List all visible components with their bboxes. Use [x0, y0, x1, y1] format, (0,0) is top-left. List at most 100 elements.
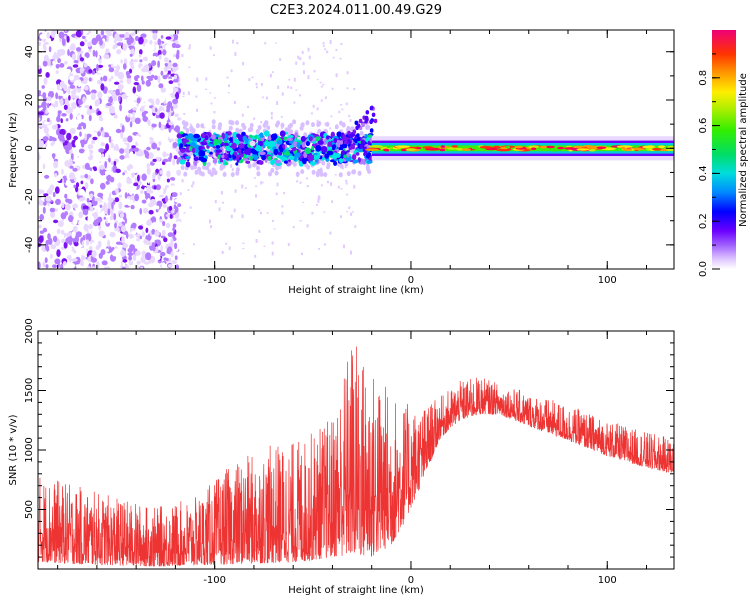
- spectrogram-cell: [139, 190, 144, 194]
- spectrogram-cell: [299, 57, 302, 61]
- y-tick-label: 0: [24, 145, 35, 151]
- spectrogram-cell: [103, 216, 107, 220]
- spectrogram-cell: [260, 83, 263, 86]
- spectrogram-cell: [103, 266, 111, 269]
- spectrogram-cell: [333, 137, 338, 144]
- spectrogram-cell: [294, 132, 299, 138]
- spectrogram-cell: [137, 148, 143, 157]
- spectrogram-cell: [203, 127, 206, 129]
- spectrogram-cell: [170, 130, 174, 137]
- spectrogram-cell: [79, 57, 85, 62]
- spectrogram-cell: [165, 213, 172, 218]
- spectrogram-cell: [125, 264, 129, 269]
- spectrogram-cell: [127, 96, 130, 103]
- spectrogram-cell: [76, 126, 82, 130]
- spectrogram-cell: [322, 44, 325, 47]
- y-tick-label: 500: [24, 500, 35, 519]
- spectrogram-cell: [68, 215, 74, 222]
- spectrogram-cell: [142, 41, 146, 47]
- spectrogram-cell: [162, 74, 168, 80]
- spectrogram-cell: [172, 103, 178, 109]
- spectrogram-cell: [346, 152, 350, 158]
- spectrogram-cell: [109, 231, 116, 238]
- spectrogram-cell: [288, 155, 295, 161]
- spectrogram-cell: [56, 83, 60, 91]
- spectrogram-cell: [119, 104, 122, 112]
- spectrogram-cell: [160, 251, 166, 257]
- spectrogram-cell: [335, 153, 341, 158]
- spectrogram-cell: [108, 78, 112, 82]
- spectrogram-cell: [296, 180, 299, 183]
- spectrogram-cell: [159, 112, 165, 119]
- spectrogram-cell: [318, 248, 321, 250]
- spectrogram-cell: [131, 230, 137, 235]
- spectrogram-cell: [153, 75, 158, 80]
- spectrogram-cell: [42, 227, 48, 233]
- spectrogram-cell: [224, 153, 228, 159]
- spectrogram-cell: [232, 39, 234, 44]
- spectrogram-cell: [108, 157, 111, 163]
- spectrogram-cell: [56, 228, 61, 235]
- spectrogram-cell: [101, 260, 108, 266]
- spectrogram-cell: [45, 195, 52, 202]
- spectrogram-cell: [45, 72, 50, 78]
- spectrogram-cell: [352, 129, 357, 134]
- spectrogram-cell: [162, 96, 166, 101]
- spectrogram-cell: [258, 160, 264, 165]
- spectrogram-cell: [258, 140, 264, 147]
- spectrogram-cell: [137, 174, 140, 182]
- spectrogram-cell: [366, 124, 371, 130]
- spectrogram-cell: [51, 223, 57, 227]
- spectrogram-cell: [41, 30, 45, 35]
- spectrogram-cell: [145, 185, 152, 192]
- spectrogram-cell: [351, 144, 356, 150]
- spectrogram-cell: [244, 187, 247, 190]
- spectrogram-cell: [143, 261, 150, 265]
- spectrogram-cell: [173, 204, 177, 210]
- spectrogram-cell: [212, 158, 218, 164]
- spectrogram-cell: [88, 49, 92, 53]
- spectrogram-cell: [73, 184, 77, 189]
- spectrogram-cell: [340, 215, 342, 218]
- spectrogram-cell: [456, 148, 464, 151]
- spectrogram-cell: [88, 246, 93, 251]
- spectrogram-cell: [205, 165, 210, 171]
- spectrogram-cell: [115, 143, 119, 151]
- spectrogram-cell: [145, 252, 152, 261]
- spectrogram-y-axis-label: Frequency (Hz): [8, 112, 19, 188]
- spectrogram-cell: [162, 158, 169, 163]
- spectrogram-cell: [281, 92, 284, 96]
- spectrogram-cell: [69, 172, 75, 180]
- spectrogram-cell: [174, 255, 178, 260]
- spectrogram-cell: [39, 33, 47, 40]
- colorbar-tick-label: 0.8: [698, 70, 709, 86]
- spectrogram-cell: [227, 92, 230, 94]
- spectrogram-cell: [136, 84, 142, 93]
- spectrogram-cell: [52, 43, 59, 50]
- spectrogram-cell: [207, 143, 214, 147]
- spectrogram-cell: [64, 30, 68, 32]
- spectrogram-cell: [115, 128, 122, 134]
- spectrogram-cell: [142, 123, 149, 128]
- spectrogram-cell: [356, 133, 360, 138]
- spectrogram-cell: [342, 134, 347, 139]
- spectrogram-cell: [174, 113, 179, 118]
- spectrogram-cell: [588, 148, 596, 152]
- spectrogram-cell: [235, 120, 239, 126]
- spectrogram-cell: [616, 145, 633, 148]
- spectrogram-cell: [92, 136, 98, 141]
- spectrogram-cell: [145, 79, 151, 87]
- spectrogram-cell: [54, 186, 60, 194]
- spectrogram-cell: [57, 210, 62, 216]
- spectrogram-cell: [72, 203, 79, 209]
- spectrogram-cell: [311, 122, 315, 128]
- spectrogram-cell: [69, 76, 74, 81]
- spectrogram-cell: [136, 97, 141, 104]
- spectrogram-cell: [621, 146, 626, 150]
- spectrogram-cell: [150, 255, 156, 264]
- spectrogram-cell: [275, 42, 277, 44]
- spectrogram-cell: [333, 161, 338, 166]
- spectrogram-cell: [193, 159, 198, 166]
- spectrogram-cell: [99, 167, 106, 176]
- spectrogram-cell: [38, 224, 42, 229]
